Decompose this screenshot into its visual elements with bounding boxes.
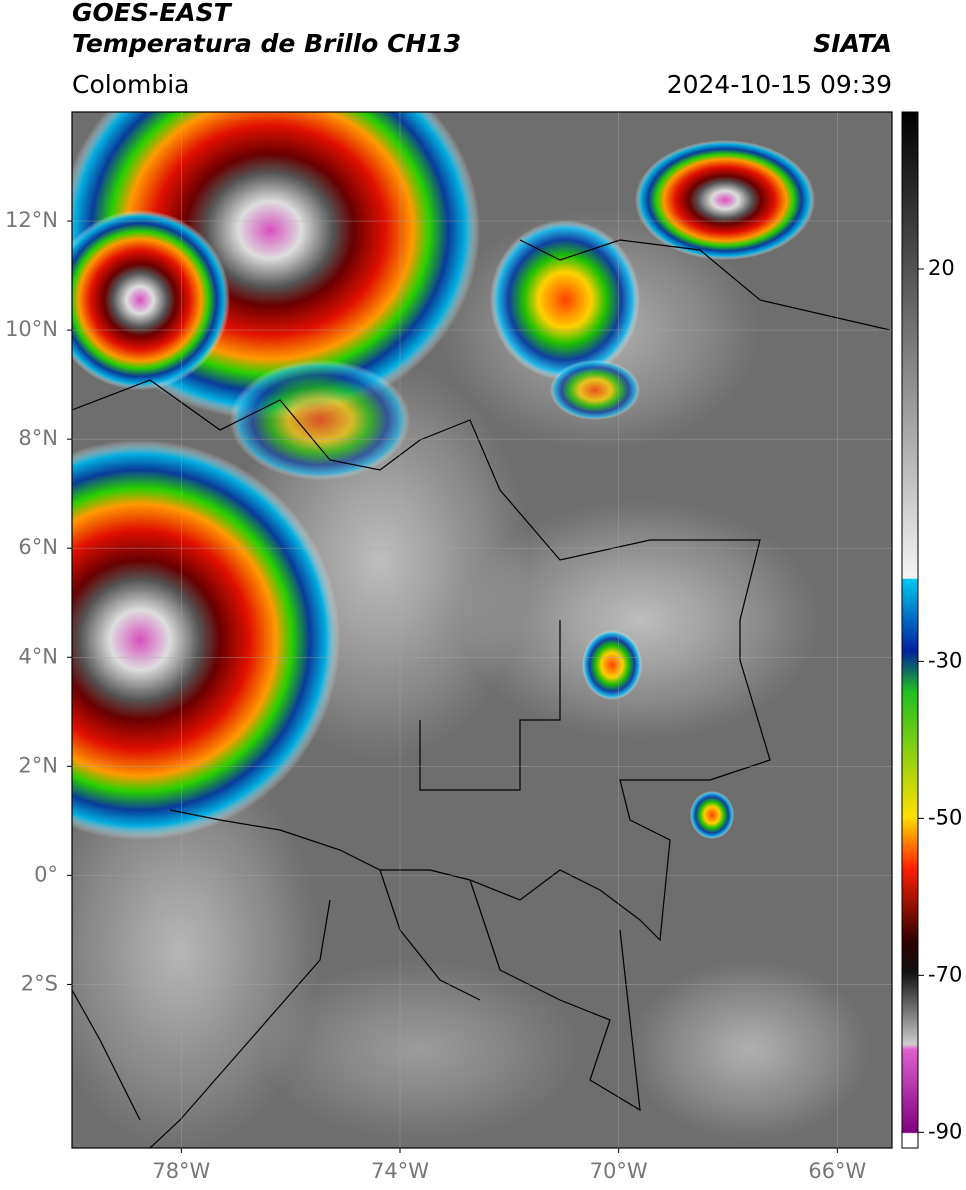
- satellite-image: [72, 112, 892, 1148]
- subtitle: Temperatura de Brillo CH13: [72, 29, 461, 58]
- lon-tick-label: 74°W: [371, 1159, 429, 1183]
- colorbar-tick-label: 20: [928, 256, 955, 280]
- colorbar-tick-label: -50: [928, 805, 962, 829]
- colorbar-tick-label: -90: [928, 1119, 962, 1143]
- colorbar-tick-label: -30: [928, 648, 962, 672]
- timestamp: 2024-10-15 09:39: [667, 70, 892, 99]
- lat-tick-label: 2°S: [21, 971, 58, 995]
- title: GOES-EAST: [72, 0, 233, 27]
- lon-tick-label: 70°W: [590, 1159, 648, 1183]
- lat-tick-label: 12°N: [5, 208, 58, 232]
- colorbar: [901, 111, 919, 1149]
- region: Colombia: [72, 70, 189, 99]
- lon-tick-label: 78°W: [152, 1159, 210, 1183]
- lat-tick-label: 8°N: [18, 426, 58, 450]
- map-frame: [71, 111, 893, 1149]
- lat-tick-label: 6°N: [18, 535, 58, 559]
- lat-tick-label: 2°N: [18, 753, 58, 777]
- colorbar-tick-label: -70: [928, 962, 962, 986]
- lat-tick-label: 0°: [34, 862, 58, 886]
- lat-tick-label: 10°N: [5, 317, 58, 341]
- source: SIATA: [813, 29, 892, 58]
- lat-tick-label: 4°N: [18, 644, 58, 668]
- lon-tick-label: 66°W: [808, 1159, 866, 1183]
